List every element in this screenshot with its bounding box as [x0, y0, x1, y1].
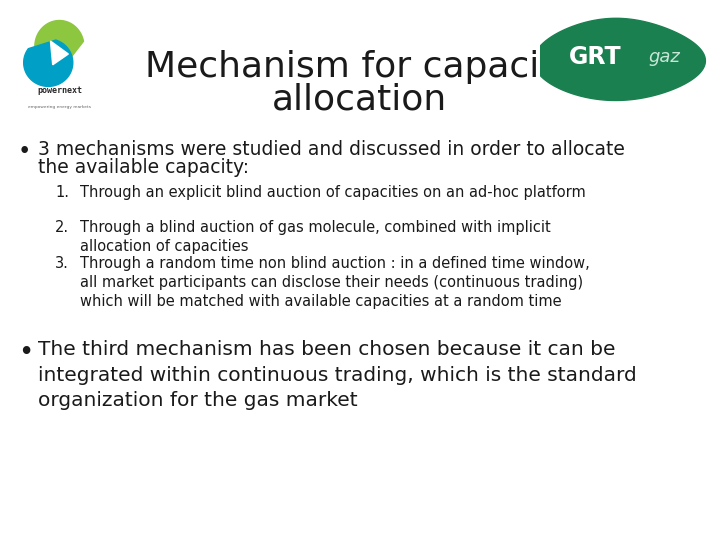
- Text: 1.: 1.: [55, 185, 69, 200]
- Text: Through a blind auction of gas molecule, combined with implicit
allocation of ca: Through a blind auction of gas molecule,…: [80, 220, 551, 254]
- Text: Mechanism for capacity: Mechanism for capacity: [145, 50, 575, 84]
- Text: 3 mechanisms were studied and discussed in order to allocate: 3 mechanisms were studied and discussed …: [38, 140, 625, 159]
- Text: •: •: [18, 140, 32, 163]
- Polygon shape: [534, 18, 706, 100]
- Polygon shape: [35, 21, 84, 72]
- Text: powernext: powernext: [37, 86, 82, 95]
- Text: 2.: 2.: [55, 220, 69, 235]
- Polygon shape: [50, 41, 68, 65]
- Polygon shape: [24, 40, 73, 86]
- Text: allocation: allocation: [272, 82, 448, 116]
- Text: 3.: 3.: [55, 256, 69, 271]
- Text: •: •: [18, 340, 33, 366]
- Text: empowering energy markets: empowering energy markets: [28, 105, 91, 109]
- Text: GRT: GRT: [569, 45, 621, 69]
- Text: gaz: gaz: [649, 48, 680, 66]
- Text: the available capacity:: the available capacity:: [38, 158, 249, 177]
- Text: Through a random time non blind auction : in a defined time window,
all market p: Through a random time non blind auction …: [80, 256, 590, 309]
- Text: Through an explicit blind auction of capacities on an ad-hoc platform: Through an explicit blind auction of cap…: [80, 185, 586, 200]
- Text: The third mechanism has been chosen because it can be
integrated within continuo: The third mechanism has been chosen beca…: [38, 340, 636, 410]
